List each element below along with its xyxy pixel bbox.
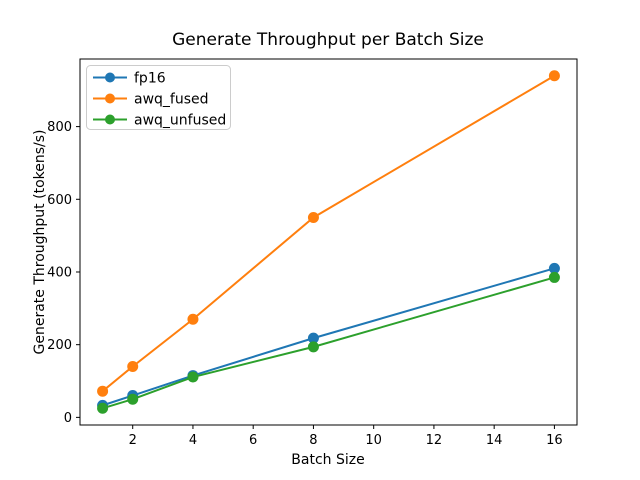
legend-marker-icon <box>105 72 115 83</box>
y-axis-label: Generate Throughput (tokens/s) <box>32 130 48 355</box>
data-point-awq_unfused-x2 <box>127 393 139 405</box>
x-tick-label: 10 <box>365 433 382 448</box>
data-point-awq_fused-x2 <box>127 360 139 372</box>
x-tick-label: 14 <box>486 433 503 448</box>
legend-label: fp16 <box>134 71 166 87</box>
legend-entry-awq-fused: awq_fused <box>93 92 209 108</box>
x-tick-label: 6 <box>249 433 257 448</box>
x-tick-label: 16 <box>546 433 563 448</box>
data-point-fp16-x8 <box>307 332 319 344</box>
x-tick-label: 12 <box>426 433 443 448</box>
legend-marker-icon <box>105 93 115 104</box>
data-point-awq_fused-x4 <box>187 313 199 325</box>
y-tick-label: 600 <box>47 193 72 208</box>
legend-entry-awq-unfused: awq_unfused <box>93 113 226 129</box>
data-point-awq_fused-x1 <box>97 385 109 397</box>
y-tick-label: 200 <box>47 338 72 353</box>
legend: fp16 awq_fused awq_unfused <box>86 65 231 130</box>
axes-spines <box>79 58 578 426</box>
data-point-awq_fused-x8 <box>307 211 319 223</box>
plot-area: 2 4 6 8 10 12 14 16 0 200 400 600 800 <box>47 58 578 448</box>
y-tick-label: 400 <box>47 265 72 280</box>
y-tick-label: 800 <box>47 120 72 135</box>
data-point-awq_unfused-x16 <box>548 271 560 283</box>
x-tick-label: 4 <box>189 433 197 448</box>
data-point-awq_unfused-x4 <box>187 371 199 383</box>
legend-marker-icon <box>105 114 115 125</box>
chart-title: Generate Throughput per Batch Size <box>172 30 484 50</box>
x-tick-label: 8 <box>309 433 317 448</box>
legend-box <box>86 65 231 130</box>
legend-entry-fp16: fp16 <box>93 71 166 87</box>
data-point-awq_unfused-x1 <box>97 402 109 414</box>
y-tick-label: 0 <box>64 411 72 426</box>
x-tick-label: 2 <box>129 433 137 448</box>
legend-label: awq_unfused <box>134 113 226 129</box>
series-line-awq_unfused <box>102 276 555 410</box>
data-point-awq_unfused-x8 <box>307 341 319 353</box>
x-axis-label: Batch Size <box>291 452 364 468</box>
legend-label: awq_fused <box>134 92 209 108</box>
data-point-fp16-x16 <box>548 262 560 274</box>
data-point-awq_fused-x16 <box>548 70 560 82</box>
